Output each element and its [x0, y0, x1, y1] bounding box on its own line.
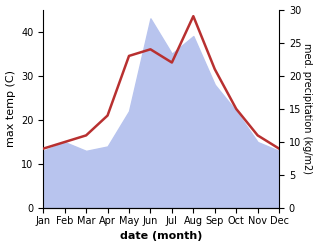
X-axis label: date (month): date (month): [120, 231, 202, 242]
Y-axis label: med. precipitation (kg/m2): med. precipitation (kg/m2): [302, 43, 313, 174]
Y-axis label: max temp (C): max temp (C): [5, 70, 16, 147]
